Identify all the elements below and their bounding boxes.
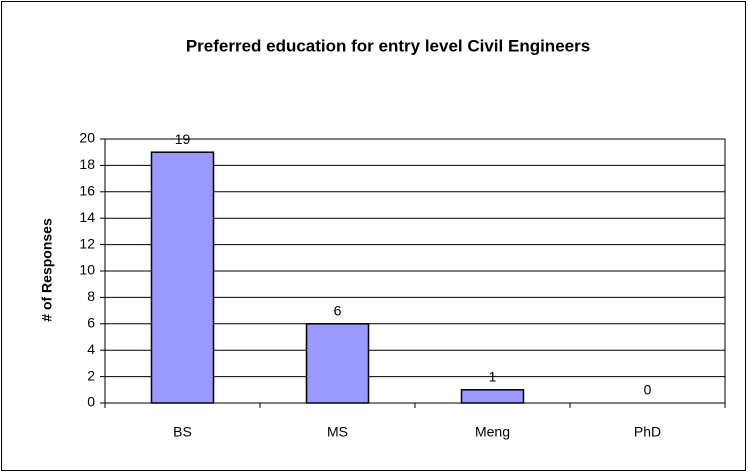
y-tick-label: 4 <box>87 341 95 357</box>
y-tick-label: 14 <box>79 209 95 225</box>
x-tick-label: MS <box>327 424 348 440</box>
data-label: 19 <box>175 131 191 147</box>
y-axis-label: # of Responses <box>39 218 55 322</box>
y-tick-label: 20 <box>79 130 95 146</box>
y-tick-label: 0 <box>87 394 95 410</box>
y-tick-label: 16 <box>79 183 95 199</box>
y-tick-label: 10 <box>79 262 95 278</box>
y-tick-label: 6 <box>87 315 95 331</box>
x-tick-label: Meng <box>475 424 510 440</box>
chart-title: Preferred education for entry level Civi… <box>186 36 590 55</box>
y-tick-label: 12 <box>79 235 95 251</box>
bar <box>305 323 370 404</box>
y-tick-label: 2 <box>87 367 95 383</box>
y-tick-label: 8 <box>87 288 95 304</box>
x-tick-label: BS <box>173 424 192 440</box>
data-label: 6 <box>334 303 342 319</box>
y-tick-label: 18 <box>79 156 95 172</box>
bar <box>150 151 215 404</box>
bar <box>460 389 525 404</box>
x-tick-label: PhD <box>634 424 661 440</box>
data-label: 1 <box>489 369 497 385</box>
data-label: 0 <box>644 382 652 398</box>
